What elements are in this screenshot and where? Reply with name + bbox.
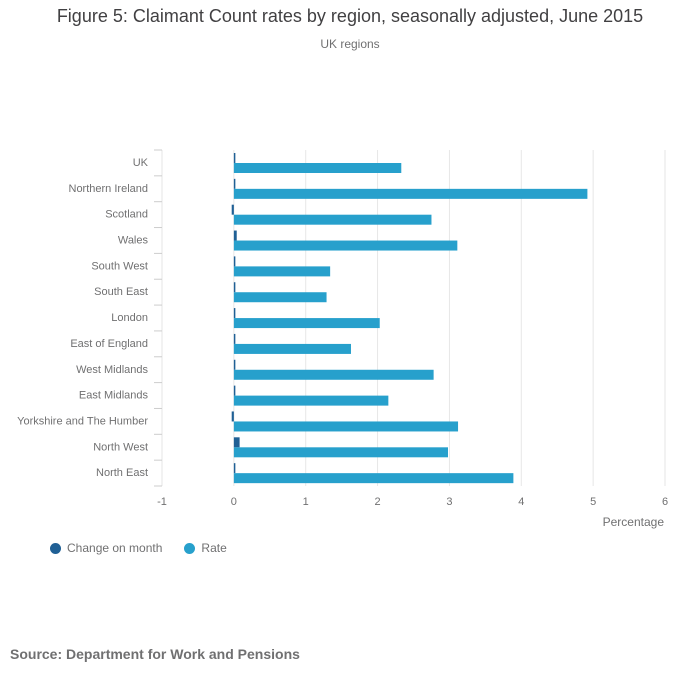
category-label: East Midlands (79, 390, 149, 402)
x-tick-label: 1 (303, 496, 309, 508)
category-label: North East (96, 467, 148, 479)
bar-rate[interactable] (233, 343, 351, 354)
source-note: Source: Department for Work and Pensions (10, 646, 300, 662)
x-tick-label: 6 (662, 496, 668, 508)
bar-rate[interactable] (233, 240, 458, 251)
bar-rate[interactable] (233, 447, 448, 458)
legend-swatch-rate (184, 542, 196, 554)
bar-chart: UK Northern Ireland Scotland Wales South Wes… (17, 149, 668, 529)
category-label: London (111, 312, 148, 324)
bar-rate[interactable] (233, 421, 459, 432)
category-label: UK (133, 157, 149, 169)
gridlines (154, 149, 666, 487)
bar-rate[interactable] (233, 369, 434, 380)
bar-rate[interactable] (233, 188, 588, 199)
bar-change-on-month[interactable] (233, 359, 236, 370)
bar-rate[interactable] (233, 163, 402, 173)
legend-label-rate: Rate (201, 541, 227, 555)
category-label: North West (93, 441, 148, 453)
x-tick-label: 5 (590, 496, 596, 508)
chart-title: Figure 5: Claimant Count rates by region… (56, 6, 644, 26)
category-label: Scotland (105, 209, 148, 221)
category-labels: UK Northern Ireland Scotland Wales South Wes… (17, 157, 149, 479)
category-label: West Midlands (76, 364, 148, 376)
bar-rate[interactable] (233, 214, 432, 225)
bar-change-on-month[interactable] (233, 256, 236, 267)
category-label: South West (91, 260, 148, 272)
legend-label-change: Change on month (67, 541, 163, 555)
bar-change-on-month[interactable] (233, 333, 236, 344)
bar-rate[interactable] (233, 395, 389, 406)
x-tick-label: -1 (157, 496, 167, 508)
x-axis-ticks: -1 0 1 2 3 4 5 6 (157, 496, 668, 508)
bar-rate[interactable] (233, 266, 331, 277)
legend-item-rate[interactable]: Rate (184, 541, 227, 555)
x-tick-label: 2 (375, 496, 381, 508)
chart-subtitle: UK regions (320, 37, 380, 51)
bar-rate[interactable] (233, 473, 514, 484)
bar-rate[interactable] (233, 292, 327, 303)
bar-change-on-month[interactable] (231, 411, 234, 422)
category-label: East of England (70, 338, 148, 350)
bars (231, 153, 588, 484)
bar-change-on-month[interactable] (233, 178, 236, 189)
bar-rate[interactable] (233, 318, 380, 329)
x-axis-title: Percentage (603, 515, 665, 529)
bar-change-on-month[interactable] (233, 153, 236, 163)
bar-change-on-month[interactable] (233, 385, 236, 396)
category-label: Northern Ireland (69, 183, 149, 195)
legend-swatch-change (50, 542, 61, 554)
bar-change-on-month[interactable] (233, 437, 240, 448)
legend-item-change[interactable]: Change on month (50, 541, 162, 555)
x-tick-label: 4 (518, 496, 524, 508)
category-label: Yorkshire and The Humber (17, 415, 148, 427)
bar-change-on-month[interactable] (231, 204, 234, 215)
category-label: South East (94, 286, 148, 298)
category-label: Wales (118, 235, 149, 247)
bar-change-on-month[interactable] (233, 308, 236, 319)
legend: Change on month Rate (50, 541, 227, 555)
bar-change-on-month[interactable] (233, 282, 236, 293)
bar-change-on-month[interactable] (233, 463, 236, 474)
x-tick-label: 0 (231, 496, 237, 508)
bar-change-on-month[interactable] (233, 230, 237, 241)
x-tick-label: 3 (446, 496, 452, 508)
